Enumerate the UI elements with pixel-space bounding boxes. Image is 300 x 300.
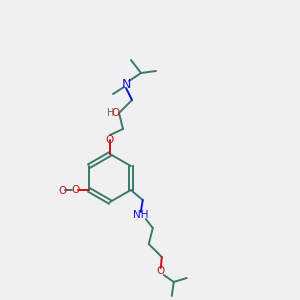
Text: O: O bbox=[71, 185, 79, 195]
Text: N: N bbox=[121, 77, 131, 91]
Text: O: O bbox=[112, 108, 120, 118]
Text: NH: NH bbox=[133, 210, 148, 220]
Text: O: O bbox=[157, 266, 165, 276]
Text: O: O bbox=[58, 186, 66, 196]
Text: H: H bbox=[107, 108, 115, 118]
Text: O: O bbox=[106, 135, 114, 145]
